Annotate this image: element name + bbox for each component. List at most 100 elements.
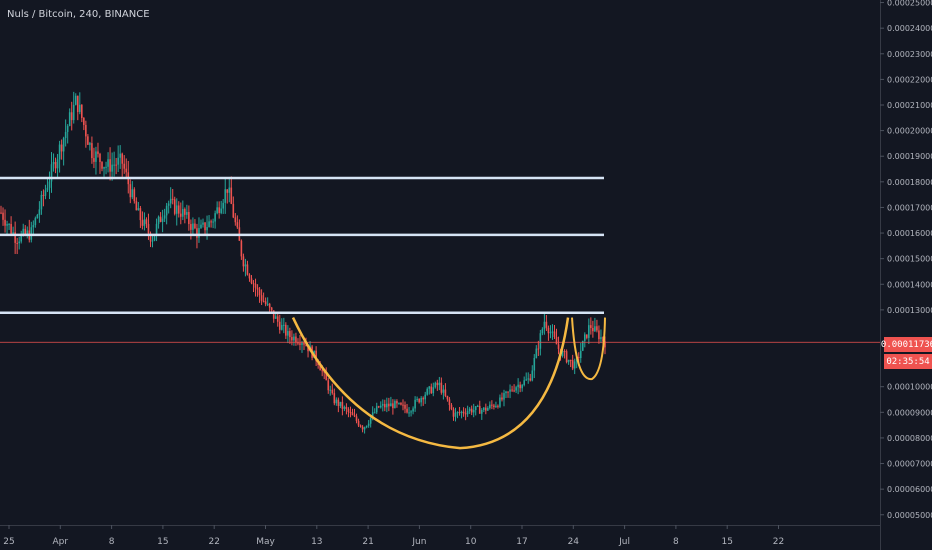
candle-body [590,325,592,328]
candle-body [420,397,422,403]
candle-body [216,207,218,214]
candle-body [327,380,330,391]
candle-body [70,112,73,121]
candle-body [171,198,174,200]
candle-body [163,215,166,219]
candle-body [521,385,523,389]
candle-body [503,393,505,400]
candle-body [509,389,511,392]
candle-body [62,138,65,152]
candle-body [355,416,358,421]
candle-body [177,205,180,214]
candle-body [285,324,287,336]
y-tick-label: 0.00006000 [887,485,932,494]
candle-body [493,405,495,408]
candle-body [523,380,525,386]
candle-body [398,402,400,404]
candle-body [141,220,144,226]
candle-body [254,283,257,288]
candle-body [547,327,550,334]
candle-body [93,158,95,162]
candle-body [220,208,222,213]
x-tick-label: 21 [362,537,373,547]
candle-body [406,408,408,413]
candle-body [430,386,433,394]
candle-body [44,190,47,196]
candle-body [289,331,291,338]
candle-body [482,407,485,410]
candle-body [375,406,378,413]
candle-body [143,219,146,226]
candle-body [121,153,124,164]
candle-body [48,181,51,188]
candle-body [577,356,580,359]
candle-body [543,321,546,330]
y-tick-label: 0.00022000 [887,75,932,84]
x-tick-label: Jun [411,537,426,547]
y-tick-label: 0.00013000 [887,306,932,315]
candle-body [363,427,366,430]
candle-body [278,321,281,330]
x-tick-label: 15 [721,537,732,547]
y-tick-label: 0.00020000 [887,127,932,136]
candle-body [115,164,117,166]
candle-body [252,283,255,285]
candle-body [175,205,178,214]
candle-body [14,232,16,243]
candle-body [517,384,519,388]
candles-group [0,91,606,434]
candle-body [541,329,544,334]
candle-body [111,164,113,172]
candle-body [131,189,134,198]
candle-body [347,409,350,412]
countdown-tag: 02:35:54 [884,354,932,369]
candle-body [392,403,394,409]
candle-body [107,159,109,167]
candle-body [466,411,469,415]
candle-body [50,164,53,182]
candle-body [402,404,404,406]
candle-body [159,216,162,222]
y-tick-label: 0.00008000 [887,434,932,443]
candle-body [485,407,487,411]
y-tick-label: 0.00018000 [887,178,932,187]
candle-body [145,219,148,224]
candle-body [85,124,87,137]
candle-body [428,386,431,389]
candle-body [188,212,190,225]
candle-body [604,341,606,348]
candle-body [133,189,136,202]
candle-body [179,213,182,217]
candle-body [58,144,61,160]
candle-body [248,274,251,279]
candle-body [291,337,293,341]
candle-body [371,412,374,418]
candle-body [569,359,572,361]
candle-body [390,403,392,407]
candle-body [287,331,289,336]
candle-body [511,389,513,391]
candle-body [190,224,192,230]
candle-body [531,370,534,381]
candle-body [412,408,414,412]
candle-body [38,209,41,215]
candle-body [345,406,348,410]
candle-body [422,397,424,400]
candle-body [155,223,158,235]
candle-body [165,205,168,216]
candle-body [539,333,542,349]
candle-body [513,390,515,392]
candle-body [567,359,570,363]
candle-body [478,405,481,414]
candle-body [200,224,202,228]
candle-body [410,411,412,413]
candle-body [586,334,588,338]
candle-body [52,162,55,165]
candle-body [499,397,501,407]
candle-body [250,278,253,284]
candle-body [555,337,558,345]
candle-body [89,143,91,145]
candle-body [507,391,509,393]
